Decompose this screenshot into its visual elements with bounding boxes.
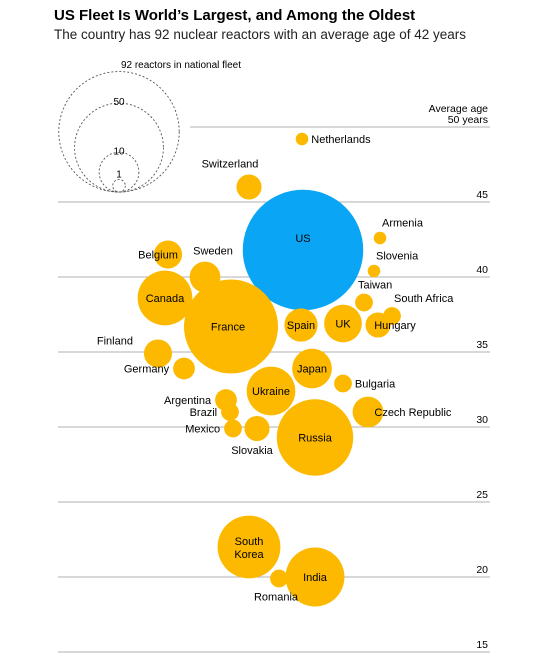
bubble-romania [270,569,288,588]
bubble-netherlands [295,132,309,146]
bubble-india [285,547,345,607]
bubble-label-taiwan: Taiwan [358,280,392,292]
bubble-label-france: France [211,322,245,334]
bubble-label-slovenia: Slovenia [376,251,419,263]
bubble-russia [276,399,354,476]
y-tick-label-45: 45 [476,189,488,201]
bubble-label-south-korea-line1: South [235,536,264,548]
bubble-label-slovakia: Slovakia [231,445,273,457]
size-legend-label-10: 10 [113,146,125,157]
bubble-label-germany: Germany [124,364,170,376]
bubble-germany [173,357,195,380]
bubble-label-south-korea-line2: Korea [234,549,264,561]
bubble-japan [292,348,332,389]
bubble-label-us: US [295,233,310,245]
bubble-label-ukraine: Ukraine [252,386,290,398]
bubble-label-netherlands: Netherlands [311,134,371,146]
y-tick-label-50: 50 years [448,114,488,126]
bubbles [137,132,401,607]
bubble-us [242,189,364,311]
chart-subtitle: The country has 92 nuclear reactors with… [54,27,466,42]
size-legend-label-50: 50 [113,97,125,108]
bubble-label-russia: Russia [298,433,333,445]
size-legend-circle-92 [58,71,180,193]
bubble-label-armenia: Armenia [382,218,424,230]
bubble-spain [284,308,318,342]
bubble-label-mexico: Mexico [185,424,220,436]
bubble-label-belgium: Belgium [138,250,178,262]
bubble-france [184,279,278,374]
size-legend-circle-10 [98,151,140,193]
y-tick-label-30: 30 [476,414,488,426]
y-tick-label-20: 20 [476,564,488,576]
bubble-bulgaria [334,374,352,393]
bubble-label-south-africa: South Africa [394,293,454,305]
bubble-label-bulgaria: Bulgaria [355,379,396,391]
bubble-ukraine [246,366,296,416]
bubble-south-korea [217,515,281,579]
bubble-label-india: India [303,572,328,584]
bubble-belgium [153,240,183,269]
bubble-label-czech-republic: Czech Republic [374,407,452,419]
y-tick-label-25: 25 [476,489,488,501]
bubble-mexico [224,419,242,438]
bubble-switzerland [236,174,262,200]
bubble-label-sweden: Sweden [193,246,233,258]
bubble-label-finland: Finland [97,336,133,348]
bubble-label-canada: Canada [146,293,185,305]
bubble-labels: Netherlands Switzerland US Armenia Slovenia B… [97,134,454,603]
bubble-label-uk: UK [335,319,351,331]
y-tick-label-15: 15 [476,639,488,651]
size-legend-title: 92 reactors in national fleet [121,60,241,71]
size-legend-circle-1 [112,178,126,193]
bubble-label-switzerland: Switzerland [202,158,259,170]
bubble-label-hungary: Hungary [374,320,416,332]
bubble-armenia [373,231,387,245]
bubble-slovakia [244,415,270,442]
y-tick-label-35: 35 [476,339,488,351]
bubble-czech-republic [352,396,384,428]
chart-title: US Fleet Is World’s Largest, and Among t… [54,7,416,24]
bubble-label-japan: Japan [297,364,327,376]
y-tick-label-40: 40 [476,264,488,276]
bubble-finland [143,339,173,368]
bubble-label-brazil: Brazil [190,407,218,419]
y-axis-title: Average age [429,103,489,115]
bubble-label-spain: Spain [287,320,315,332]
bubble-brazil [221,403,239,421]
bubble-slovenia [367,264,381,278]
bubble-label-argentina: Argentina [164,395,212,407]
size-legend-label-1: 1 [116,169,122,180]
size-legend: 92 reactors in national fleet 50 10 1 [58,60,241,193]
bubble-hungary [365,312,391,338]
bubble-label-romania: Romania [254,591,299,603]
bubble-taiwan [355,293,373,312]
bubble-uk [324,304,362,343]
bubble-canada [137,270,193,326]
